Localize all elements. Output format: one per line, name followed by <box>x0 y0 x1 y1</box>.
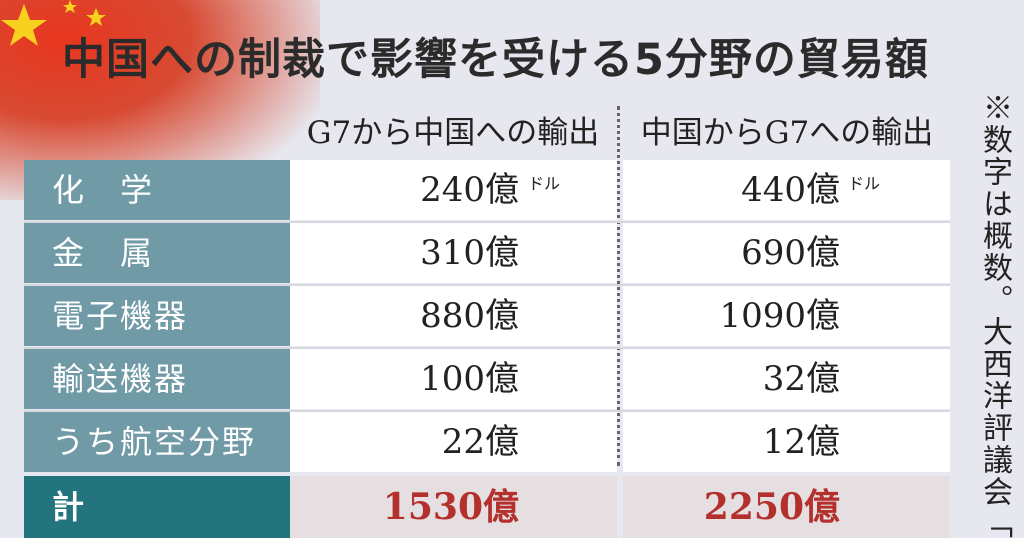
table-row-chemicals: 化 学 240億 ドル 440億 ドル <box>24 160 950 220</box>
chart-title: 中国への制裁で影響を受ける5分野の貿易額 <box>62 35 929 85</box>
table-row-metals: 金 属 310億 690億 <box>24 223 950 283</box>
value: 12億 <box>762 422 840 462</box>
flag-small-star-icon <box>63 0 77 13</box>
row-separator <box>24 473 950 476</box>
trade-table: 化 学 240億 ドル 440億 ドル 金 属 310億 690億 電子機器 8… <box>24 160 950 538</box>
flag-stars-icon <box>1 0 106 46</box>
cell-china-to-g7: 32億 <box>623 349 950 409</box>
flag-large-star-icon <box>1 4 47 46</box>
cell-g7-to-china: 240億 ドル <box>290 160 617 220</box>
unit-label: ドル <box>528 174 561 193</box>
cell-china-to-g7: 2250億 <box>623 476 950 538</box>
value: 100億 <box>420 359 519 399</box>
table-row-aviation: うち航空分野 22億 12億 <box>24 412 950 472</box>
value: 32億 <box>762 359 840 399</box>
column-divider <box>617 106 620 466</box>
column-header-china-to-g7: 中国からG7への輸出 <box>640 115 934 151</box>
row-separator <box>24 284 950 286</box>
table-row-electronics: 電子機器 880億 1090億 <box>24 286 950 346</box>
row-separator <box>24 221 950 223</box>
row-label: 輸送機器 <box>24 349 290 409</box>
source-note: ※数字は概数。大西洋評議会「・ <box>977 92 1012 538</box>
flag-small-star-icon <box>86 8 106 26</box>
value: 880億 <box>420 296 519 336</box>
value: 310億 <box>420 233 519 273</box>
value: 240億 <box>420 170 519 210</box>
row-label: 化 学 <box>24 160 290 220</box>
cell-g7-to-china: 100億 <box>290 349 617 409</box>
value: 690億 <box>741 233 840 273</box>
row-label: 計 <box>24 476 290 538</box>
cell-china-to-g7: 12億 <box>623 412 950 472</box>
total-value: 2250億 <box>703 486 840 528</box>
cell-china-to-g7: 440億 ドル <box>623 160 950 220</box>
column-header-g7-to-china: G7から中国への輸出 <box>306 115 600 151</box>
value: 22億 <box>441 422 519 462</box>
row-label: うち航空分野 <box>24 412 290 472</box>
row-label: 電子機器 <box>24 286 290 346</box>
row-separator <box>24 410 950 412</box>
table-row-total: 計 1530億 2250億 <box>24 476 950 538</box>
row-separator <box>24 347 950 349</box>
value: 440億 <box>741 170 840 210</box>
cell-china-to-g7: 1090億 <box>623 286 950 346</box>
cell-g7-to-china: 880億 <box>290 286 617 346</box>
cell-g7-to-china: 1530億 <box>290 476 617 538</box>
total-value: 1530億 <box>382 486 519 528</box>
cell-china-to-g7: 690億 <box>623 223 950 283</box>
row-label: 金 属 <box>24 223 290 283</box>
cell-g7-to-china: 22億 <box>290 412 617 472</box>
table-row-transport: 輸送機器 100億 32億 <box>24 349 950 409</box>
cell-g7-to-china: 310億 <box>290 223 617 283</box>
value: 1090億 <box>719 296 840 336</box>
unit-label: ドル <box>848 174 881 193</box>
